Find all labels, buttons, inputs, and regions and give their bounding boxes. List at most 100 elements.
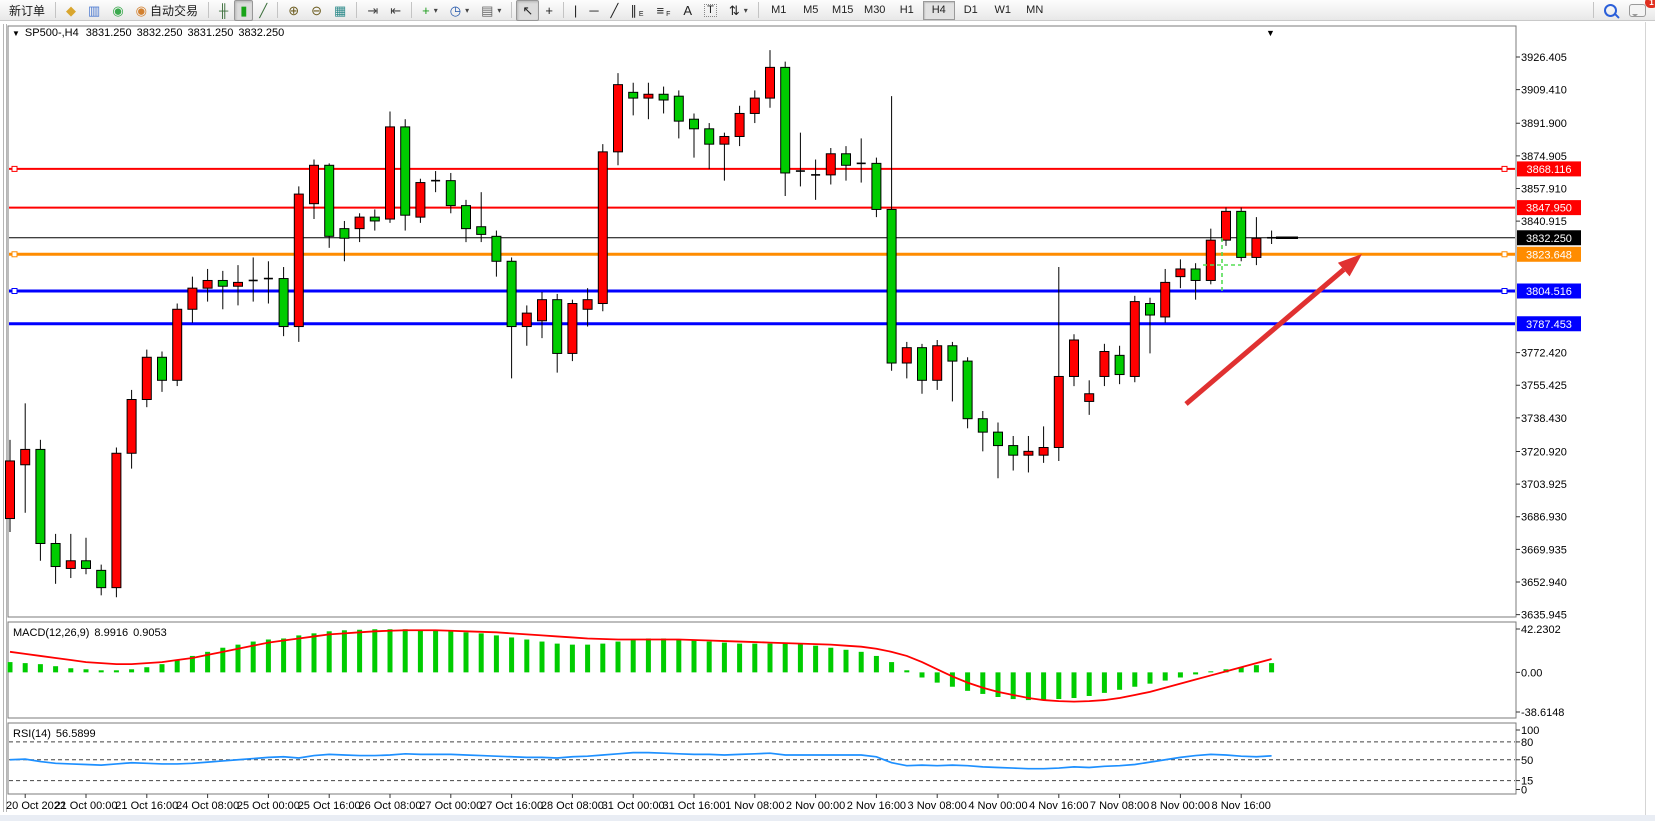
timeframe-d1[interactable]: D1 xyxy=(963,4,978,16)
macd-tick-label: 42.2302 xyxy=(1521,624,1561,636)
macd-label: MACD(12,26,9) 8.9916 0.9053 xyxy=(13,627,167,639)
candle-body xyxy=(932,345,943,381)
notifications-icon[interactable]: 1 xyxy=(1623,0,1655,21)
new-order-button[interactable]: 新订单 xyxy=(3,0,51,21)
trend-arrow[interactable] xyxy=(1184,254,1362,406)
candle-body xyxy=(917,347,927,381)
bar-chart-type-icon[interactable]: ╫ xyxy=(213,0,234,21)
macd-histogram-bar xyxy=(797,643,803,673)
candle-body xyxy=(901,347,912,364)
add-indicator-icon-dropdown[interactable]: ▾ xyxy=(433,5,438,15)
macd-histogram-bar xyxy=(843,649,849,673)
line-handle[interactable] xyxy=(11,288,18,295)
equidistant-channel-icon-sub: E xyxy=(638,10,644,18)
timeframe-m1[interactable]: M1 xyxy=(771,4,787,16)
price-axis[interactable]: 3926.405 3909.410 3891.900 3874.905 3857.910… xyxy=(1516,52,1581,622)
timeframe-m15[interactable]: M15 xyxy=(832,4,854,16)
macd-histogram-bar xyxy=(813,645,819,673)
macd-histogram-bar xyxy=(995,672,1001,697)
chart-shift-marker-icon[interactable]: ▼ xyxy=(1266,28,1275,38)
search-icon[interactable] xyxy=(1598,0,1623,21)
timeframe-m5[interactable]: M5 xyxy=(803,4,819,16)
macd-histogram-bar xyxy=(433,630,439,673)
timeframe-m30[interactable]: M30 xyxy=(864,4,886,16)
candlestick-chart-type-icon[interactable]: ▮ xyxy=(234,0,254,21)
candle-body xyxy=(217,279,228,287)
price-tick-label: 3635.945 xyxy=(1521,610,1567,622)
text-label-icon[interactable]: T xyxy=(698,0,723,21)
timeframe-h4[interactable]: H4 xyxy=(922,0,955,20)
macd-histogram-bar xyxy=(782,642,788,673)
timeframe-h1[interactable]: H1 xyxy=(899,4,914,16)
auto-trading-button[interactable]: ◉ 自动交易 xyxy=(130,0,204,21)
add-indicator-icon[interactable]: + ▾ xyxy=(416,0,444,21)
time-tick-label: 26 Oct 08:00 xyxy=(359,800,422,812)
price-tick-label: 3840.915 xyxy=(1521,216,1567,228)
price-tick-label: 3926.405 xyxy=(1521,52,1567,64)
line-handle[interactable] xyxy=(11,251,18,258)
line-handle[interactable] xyxy=(11,165,18,172)
trendline-icon: ╱ xyxy=(610,2,619,18)
macd-histogram-bar xyxy=(144,667,150,673)
candle-body xyxy=(765,66,775,99)
candle-body xyxy=(141,356,152,401)
period-clock-icon-dropdown[interactable]: ▾ xyxy=(465,5,470,15)
candlestick-chart-type-icon: ▮ xyxy=(240,2,248,18)
templates-icon-dropdown[interactable]: ▾ xyxy=(497,5,502,15)
navigator-icon[interactable]: ◉ xyxy=(106,0,129,21)
zoom-in-icon[interactable]: ⊕ xyxy=(282,0,305,21)
equidistant-channel-icon[interactable]: ∥ E xyxy=(624,0,650,21)
macd-histogram-bar xyxy=(1041,672,1047,701)
timeframe-w1[interactable]: W1 xyxy=(994,4,1011,16)
rsi-pane xyxy=(7,722,1517,795)
macd-histogram-bar xyxy=(600,643,606,673)
line-handle[interactable] xyxy=(1501,165,1508,172)
time-tick-label: 7 Nov 08:00 xyxy=(1090,800,1149,812)
candle-body xyxy=(521,312,532,328)
zoom-in-icon: ⊕ xyxy=(288,2,300,18)
candle-body xyxy=(415,182,426,218)
timeframe-mn[interactable]: MN xyxy=(1026,4,1044,16)
auto-scroll-icon[interactable]: ⇥ xyxy=(361,0,384,21)
crosshair-icon[interactable]: + xyxy=(539,0,559,21)
candle-body xyxy=(1008,445,1019,456)
cursor-icon[interactable]: ↖ xyxy=(516,0,540,21)
arrows-shapes-icon-dropdown[interactable]: ▾ xyxy=(743,5,748,15)
charts-profile-icon[interactable]: ◆ xyxy=(60,0,82,21)
market-watch-icon[interactable]: ▥ xyxy=(82,0,106,21)
auto-trading-button-label: 自动交易 xyxy=(150,3,199,18)
price-label-box xyxy=(1517,246,1581,262)
time-tick-label: 21 Oct 16:00 xyxy=(115,800,178,812)
horizontal-line-icon[interactable]: ─ xyxy=(583,0,604,21)
candle-body xyxy=(339,228,350,239)
trend-arrow-head xyxy=(1337,254,1362,277)
window-bottom-edge xyxy=(0,815,1655,821)
macd-histogram-bar xyxy=(706,641,712,673)
macd-histogram-bar xyxy=(250,641,256,673)
candle-body xyxy=(1236,210,1247,258)
macd-histogram-bar xyxy=(235,644,241,673)
chart-shift-icon[interactable]: ⇤ xyxy=(384,0,407,21)
arrows-shapes-icon[interactable]: ⇅ ▾ xyxy=(723,0,754,21)
macd-histogram-bar xyxy=(326,631,332,673)
fibonacci-icon[interactable]: ≡ F xyxy=(651,0,678,21)
one-click-trading-icon[interactable]: ▼ xyxy=(12,28,20,38)
macd-histogram-bar xyxy=(402,629,408,673)
line-handle[interactable] xyxy=(1501,251,1508,258)
candle-body xyxy=(81,560,91,569)
macd-histogram-bar xyxy=(691,640,697,673)
period-clock-icon[interactable]: ◷ ▾ xyxy=(444,0,475,21)
templates-icon[interactable]: ▤ ▾ xyxy=(475,0,507,21)
line-handle[interactable] xyxy=(1501,288,1508,295)
price-tick-label: 3755.425 xyxy=(1521,380,1567,392)
text-icon[interactable]: A xyxy=(677,0,698,21)
line-chart-type-icon[interactable]: ╱ xyxy=(253,0,273,21)
zoom-out-icon[interactable]: ⊖ xyxy=(305,0,328,21)
vertical-line-icon[interactable]: | xyxy=(568,0,583,21)
tile-windows-icon[interactable]: ▦ xyxy=(328,0,352,21)
time-tick-label: 27 Oct 00:00 xyxy=(419,800,482,812)
trendline-icon[interactable]: ╱ xyxy=(605,0,625,21)
crosshair-marker[interactable] xyxy=(1203,238,1241,292)
